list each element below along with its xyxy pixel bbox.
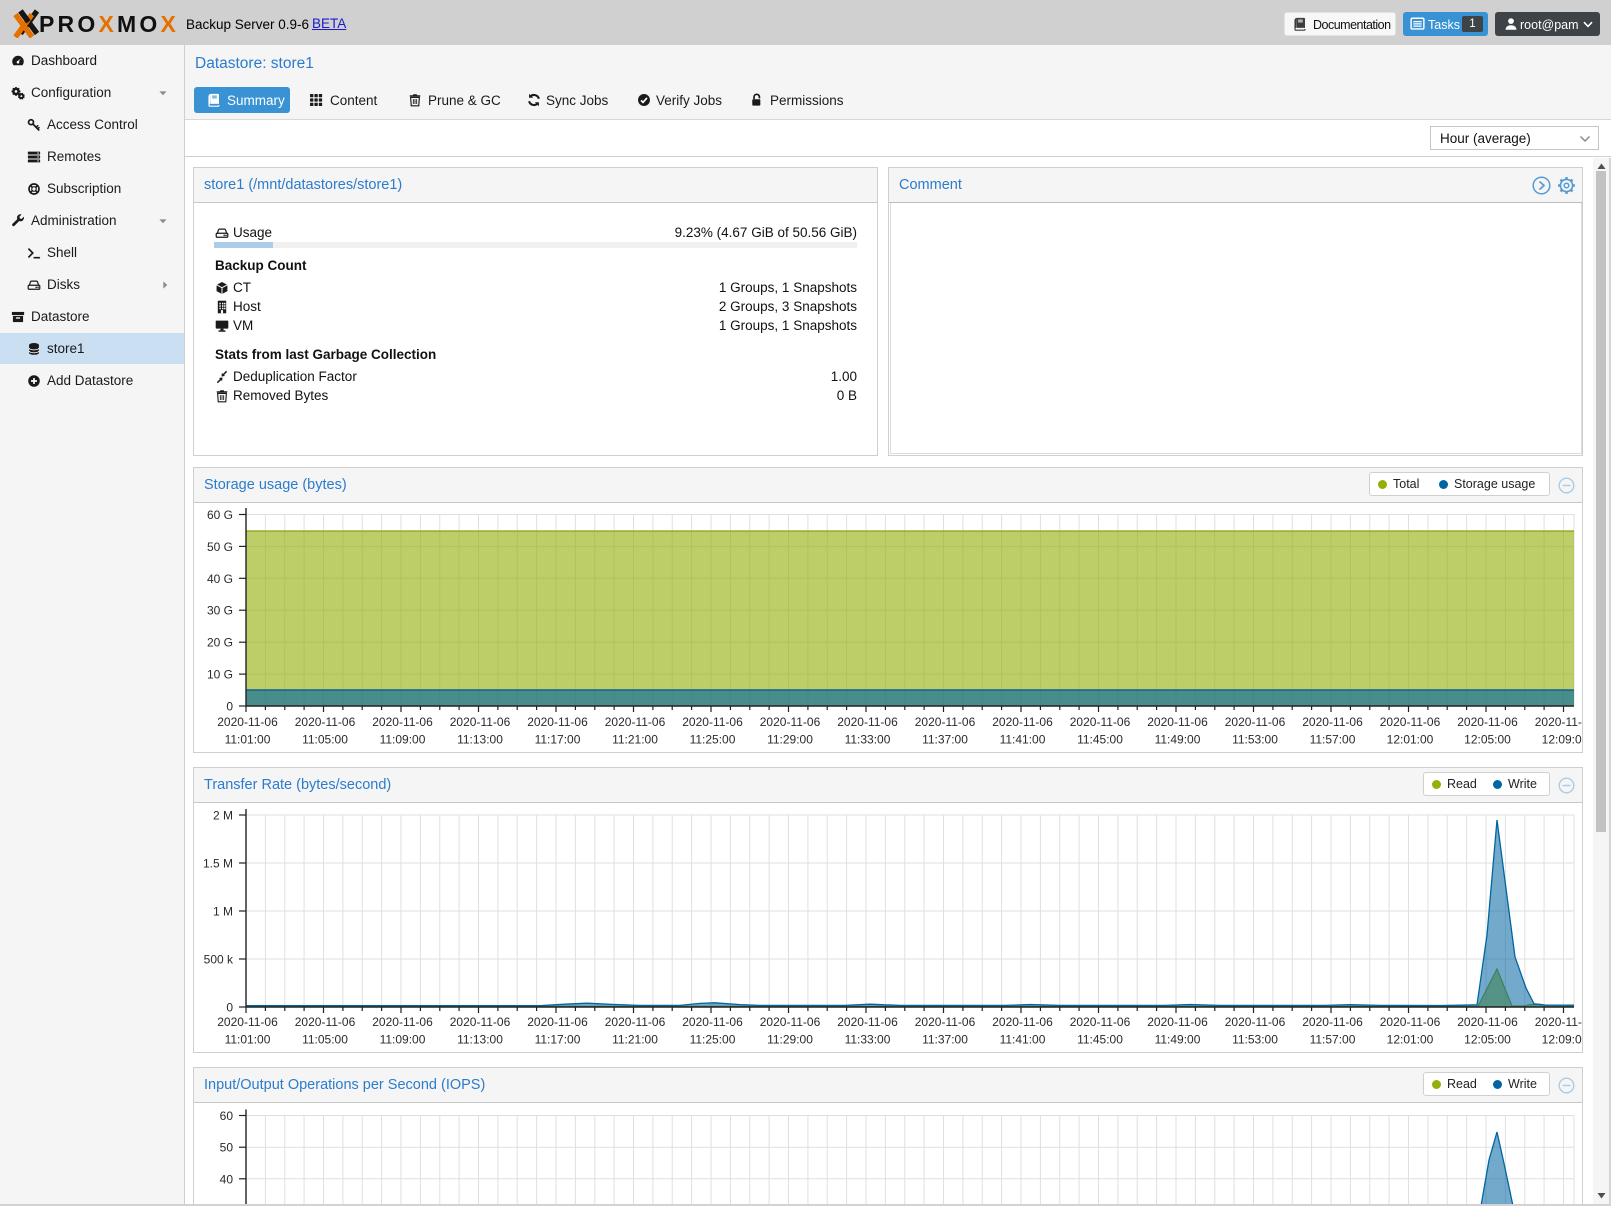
svg-text:2020-11-06: 2020-11-06	[372, 715, 433, 729]
svg-text:2020-11-06: 2020-11-06	[450, 1015, 511, 1029]
svg-text:11:45:00: 11:45:00	[1077, 1033, 1123, 1047]
svg-text:2020-11-06: 2020-11-06	[1380, 1015, 1441, 1029]
svg-text:2020-11-06: 2020-11-06	[295, 1015, 356, 1029]
svg-text:11:49:00: 11:49:00	[1155, 1033, 1201, 1047]
svg-text:11:57:00: 11:57:00	[1310, 733, 1356, 747]
svg-text:11:57:00: 11:57:00	[1310, 1033, 1356, 1047]
svg-text:2020-11-06: 2020-11-06	[1070, 1015, 1131, 1029]
svg-text:2020-11-06: 2020-11-06	[1070, 715, 1131, 729]
svg-text:11:41:00: 11:41:00	[1000, 1033, 1046, 1047]
svg-text:11:09:00: 11:09:00	[380, 1033, 426, 1047]
svg-text:11:45:00: 11:45:00	[1077, 733, 1123, 747]
svg-text:11:05:00: 11:05:00	[302, 1033, 348, 1047]
svg-text:11:17:00: 11:17:00	[535, 733, 581, 747]
svg-text:2020-11-06: 2020-11-06	[1147, 715, 1208, 729]
svg-text:11:05:00: 11:05:00	[302, 733, 348, 747]
svg-text:11:41:00: 11:41:00	[1000, 733, 1046, 747]
svg-text:12:01:00: 12:01:00	[1387, 1033, 1434, 1047]
svg-text:2020-11-06: 2020-11-06	[295, 715, 356, 729]
svg-text:2020-11-06: 2020-11-06	[450, 715, 511, 729]
svg-text:2020-11-06: 2020-11-06	[1457, 1015, 1518, 1029]
svg-text:11:09:00: 11:09:00	[380, 733, 426, 747]
svg-text:11:33:00: 11:33:00	[845, 733, 891, 747]
svg-text:2020-11-06: 2020-11-06	[682, 715, 743, 729]
svg-text:11:01:00: 11:01:00	[225, 1033, 271, 1047]
svg-text:40: 40	[220, 1172, 234, 1186]
svg-text:500 k: 500 k	[204, 953, 234, 967]
svg-text:11:13:00: 11:13:00	[457, 733, 503, 747]
svg-text:11:21:00: 11:21:00	[612, 1033, 658, 1047]
svg-text:12:09:00: 12:09:00	[1542, 1033, 1582, 1047]
svg-text:11:17:00: 11:17:00	[535, 1033, 581, 1047]
svg-text:11:21:00: 11:21:00	[612, 733, 658, 747]
svg-text:2020-11-06: 2020-11-06	[372, 1015, 433, 1029]
svg-text:2 M: 2 M	[213, 809, 233, 823]
svg-text:50 G: 50 G	[207, 540, 233, 554]
svg-text:2020-11-06: 2020-11-06	[527, 1015, 588, 1029]
svg-text:60 G: 60 G	[207, 508, 233, 522]
svg-text:50: 50	[220, 1141, 234, 1155]
svg-text:0: 0	[226, 1001, 233, 1015]
svg-text:11:25:00: 11:25:00	[690, 733, 736, 747]
svg-text:11:13:00: 11:13:00	[457, 1033, 503, 1047]
svg-text:60: 60	[220, 1109, 234, 1123]
svg-text:11:53:00: 11:53:00	[1232, 733, 1278, 747]
svg-text:2020-11-06: 2020-11-06	[217, 715, 278, 729]
svg-text:2020-11-06: 2020-11-06	[1457, 715, 1518, 729]
svg-text:11:37:00: 11:37:00	[922, 1033, 968, 1047]
svg-text:12:05:00: 12:05:00	[1464, 733, 1511, 747]
svg-text:10 G: 10 G	[207, 668, 233, 682]
svg-text:2020-11-06: 2020-11-06	[1302, 1015, 1363, 1029]
svg-text:30 G: 30 G	[207, 604, 233, 618]
svg-text:11:33:00: 11:33:00	[845, 1033, 891, 1047]
svg-text:2020-11-06: 2020-11-06	[992, 1015, 1053, 1029]
svg-text:12:05:00: 12:05:00	[1464, 1033, 1511, 1047]
svg-text:11:01:00: 11:01:00	[225, 733, 271, 747]
svg-text:1.5 M: 1.5 M	[203, 857, 233, 871]
svg-text:2020-11-06: 2020-11-06	[760, 715, 821, 729]
svg-text:2020-11-06: 2020-11-06	[1535, 1015, 1582, 1029]
svg-text:2020-11-06: 2020-11-06	[760, 1015, 821, 1029]
svg-text:12:09:00: 12:09:00	[1542, 733, 1582, 747]
svg-text:2020-11-06: 2020-11-06	[915, 715, 976, 729]
svg-text:11:25:00: 11:25:00	[690, 1033, 736, 1047]
svg-text:11:37:00: 11:37:00	[922, 733, 968, 747]
svg-text:2020-11-06: 2020-11-06	[527, 715, 588, 729]
svg-text:20 G: 20 G	[207, 636, 233, 650]
svg-text:2020-11-06: 2020-11-06	[605, 715, 666, 729]
svg-text:2020-11-06: 2020-11-06	[915, 1015, 976, 1029]
svg-text:2020-11-06: 2020-11-06	[1147, 1015, 1208, 1029]
svg-text:2020-11-06: 2020-11-06	[217, 1015, 278, 1029]
svg-text:2020-11-06: 2020-11-06	[837, 715, 898, 729]
svg-text:2020-11-06: 2020-11-06	[605, 1015, 666, 1029]
svg-text:0: 0	[226, 700, 233, 714]
svg-text:11:53:00: 11:53:00	[1232, 1033, 1278, 1047]
svg-text:2020-11-06: 2020-11-06	[1225, 715, 1286, 729]
svg-text:2020-11-06: 2020-11-06	[837, 1015, 898, 1029]
svg-text:2020-11-06: 2020-11-06	[682, 1015, 743, 1029]
svg-text:11:29:00: 11:29:00	[767, 1033, 813, 1047]
svg-text:40 G: 40 G	[207, 572, 233, 586]
svg-text:2020-11-06: 2020-11-06	[992, 715, 1053, 729]
svg-text:12:01:00: 12:01:00	[1387, 733, 1434, 747]
svg-text:2020-11-06: 2020-11-06	[1225, 1015, 1286, 1029]
svg-text:2020-11-06: 2020-11-06	[1302, 715, 1363, 729]
svg-text:11:29:00: 11:29:00	[767, 733, 813, 747]
svg-text:1 M: 1 M	[213, 905, 233, 919]
svg-text:2020-11-06: 2020-11-06	[1380, 715, 1441, 729]
svg-text:2020-11-06: 2020-11-06	[1535, 715, 1582, 729]
svg-text:11:49:00: 11:49:00	[1155, 733, 1201, 747]
